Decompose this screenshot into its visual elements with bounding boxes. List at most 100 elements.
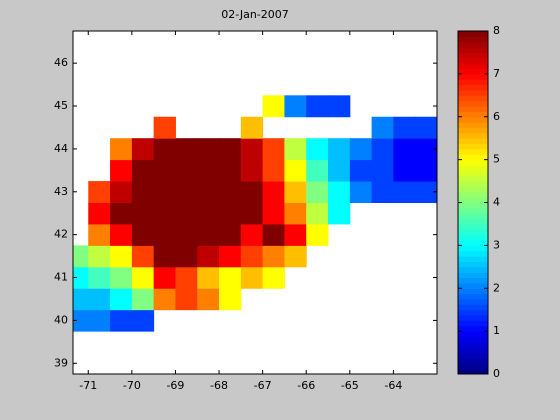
colorbar-swatch [458,154,488,161]
colorbar-tick-label: 6 [493,110,500,123]
cell [88,202,111,225]
colorbar-swatch [458,266,488,273]
colorbar-swatch [458,256,488,262]
x-tick-label: -68 [210,379,228,392]
axes-frame [72,30,438,375]
cell [371,116,394,139]
cell [349,181,373,203]
cell [219,288,242,311]
colorbar-swatch [458,170,488,177]
colorbar-swatch [458,31,488,37]
cell [306,181,329,203]
cell [73,266,89,289]
cell [284,95,307,118]
cell [240,181,264,203]
cell [73,309,89,332]
cell [349,138,373,161]
cell [175,266,198,289]
cell [110,245,133,268]
colorbar-swatch [458,191,488,198]
x-tick-label: -64 [384,379,402,392]
cell [415,181,437,203]
cell [262,181,285,203]
cell [88,223,111,246]
cell [306,159,329,182]
cell [219,266,242,289]
cell [328,95,351,118]
cell [131,181,155,203]
cell [153,266,176,289]
colorbar-swatch [458,288,488,295]
cell [240,266,264,289]
colorbar-swatch [458,148,488,155]
colorbar-swatch [458,272,488,279]
cell [219,138,242,161]
x-tick-label: -71 [79,379,97,392]
colorbar-tick-label: 3 [493,238,500,251]
cell [415,138,437,161]
colorbar-swatch [458,89,488,96]
cell [153,202,176,225]
colorbar-swatch [458,315,488,321]
cell [306,138,329,161]
colorbar-tick-label: 7 [493,67,500,80]
colorbar-swatch [458,282,488,289]
cell [240,116,264,139]
cell [88,181,111,203]
y-tick-label: 44 [54,142,68,155]
cell [110,309,133,332]
chart-title: 02-Jan-2007 [221,8,289,21]
cell [110,223,133,246]
cell [175,245,198,268]
colorbar-swatch [458,347,488,354]
colorbar-swatch [458,186,488,193]
cell [110,138,133,161]
cell [175,181,198,203]
colorbar-swatch [458,213,488,220]
colorbar-swatch [458,95,488,102]
colorbar-tick-label: 4 [493,196,500,209]
cell [262,159,285,182]
cell [175,159,198,182]
cell [88,266,111,289]
x-tick-label: -65 [341,379,359,392]
colorbar-tick-label: 8 [493,24,500,37]
colorbar-swatch [458,245,488,252]
colorbar-swatch [458,116,488,123]
colorbar-swatch [458,277,488,284]
cell [131,138,155,161]
cell [349,159,373,182]
colorbar-swatch [458,336,488,343]
y-tick-label: 45 [54,99,68,112]
cell [306,202,329,225]
colorbar-swatch [458,132,488,139]
colorbar-swatch [458,320,488,327]
cell [110,288,133,311]
cell [328,202,351,225]
cell [240,138,264,161]
cell [262,223,285,246]
cell [415,116,437,139]
cell [197,223,220,246]
colorbar-swatch [458,127,488,134]
cell [328,159,351,182]
colorbar-swatch [458,309,488,316]
cell [393,138,416,161]
cell [175,202,198,225]
cell [306,95,329,118]
field [73,95,437,332]
colorbar-swatch [458,181,488,187]
colorbar-swatch [458,250,488,257]
cell [240,223,264,246]
colorbar-swatch [458,341,488,348]
cell [175,223,198,246]
cell [328,138,351,161]
y-tick-label: 39 [54,356,68,369]
cell [284,138,307,161]
cell [131,266,155,289]
cell [240,159,264,182]
cell [197,181,220,203]
cell [153,181,176,203]
colorbar-swatch [458,52,488,59]
cell [110,159,133,182]
